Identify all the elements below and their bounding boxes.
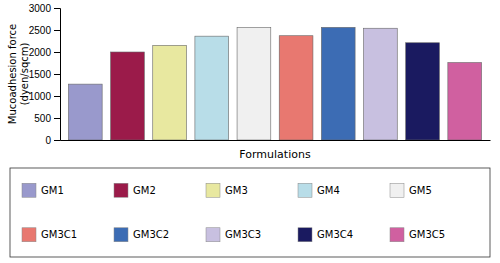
legend-item: GM3 <box>206 183 248 197</box>
legend-swatch <box>206 228 220 242</box>
y-tick: 2000 <box>29 47 60 58</box>
legend-label: GM3 <box>225 185 248 196</box>
y-tick-mark <box>54 8 60 9</box>
legend-swatch <box>22 228 36 242</box>
bars <box>68 27 481 140</box>
legend-item: GM3C3 <box>206 228 261 242</box>
y-tick-mark <box>54 74 60 75</box>
y-tick: 0 <box>45 135 60 146</box>
x-axis <box>61 140 491 141</box>
y-tick-label: 1000 <box>29 91 52 102</box>
legend-label: GM3C2 <box>133 229 169 240</box>
y-axis: 0 500 1000 1500 2000 2500 3000 <box>29 3 61 146</box>
y-tick: 1000 <box>29 91 60 102</box>
legend-label: GM4 <box>317 185 340 196</box>
chart: 0 500 1000 1500 2000 2500 3000 Mucoadhesion for… <box>0 0 500 263</box>
legend-label: GM3C4 <box>317 229 353 240</box>
bar <box>111 52 145 140</box>
legend-item: GM3C2 <box>114 228 169 242</box>
y-tick-label: 2500 <box>29 25 52 36</box>
bar <box>364 28 398 140</box>
legend-item: GM3C1 <box>22 228 77 242</box>
legend-label: GM5 <box>409 185 432 196</box>
legend-label: GM2 <box>133 185 156 196</box>
legend-label: GM3C1 <box>41 229 77 240</box>
bar <box>153 45 187 140</box>
legend-swatch <box>390 183 404 197</box>
y-tick-label: 1500 <box>29 69 52 80</box>
legend-swatch <box>114 228 128 242</box>
y-tick-label: 500 <box>34 113 51 124</box>
bar <box>68 84 102 140</box>
legend-swatch <box>390 228 404 242</box>
y-tick-label: 2000 <box>29 47 52 58</box>
legend-swatch <box>22 183 36 197</box>
y-tick: 2500 <box>29 25 60 36</box>
legend-item: GM3C4 <box>298 228 353 242</box>
y-tick-mark <box>54 30 60 31</box>
y-axis-title: Mucoadhesion force(dyen/sqcm) <box>7 24 30 124</box>
plot: 0 500 1000 1500 2000 2500 3000 <box>29 3 491 146</box>
legend-label: GM1 <box>41 185 64 196</box>
bar <box>279 36 313 140</box>
y-tick: 500 <box>34 113 60 124</box>
legend-label: GM3C5 <box>409 229 445 240</box>
legend-label: GM3C3 <box>225 229 261 240</box>
bar <box>195 36 229 140</box>
legend-item: GM4 <box>298 183 340 197</box>
bar <box>406 43 440 140</box>
y-tick-mark <box>54 140 60 141</box>
bar <box>237 27 271 140</box>
legend-item: GM1 <box>22 183 64 197</box>
y-axis-line <box>54 9 61 141</box>
x-axis-title: Formulations <box>239 148 311 161</box>
x-axis-line <box>61 140 491 141</box>
y-tick-label: 0 <box>45 135 51 146</box>
bar <box>448 63 482 140</box>
legend-swatch <box>206 183 220 197</box>
y-tick-mark <box>54 118 60 119</box>
legend-swatch <box>114 183 128 197</box>
legend-box <box>10 168 490 257</box>
y-tick-label: 3000 <box>29 3 52 14</box>
legend-swatch <box>298 183 312 197</box>
legend-swatch <box>298 228 312 242</box>
y-tick-mark <box>54 52 60 53</box>
y-tick: 3000 <box>29 3 60 14</box>
y-tick-mark <box>54 96 60 97</box>
y-tick: 1500 <box>29 69 60 80</box>
legend: GM1 GM2 GM3 GM4 GM5 GM3C1 GM3C2 GM3C3 GM3C4 GM3C5 <box>10 168 490 257</box>
legend-item: GM2 <box>114 183 156 197</box>
bar <box>321 27 355 140</box>
legend-item: GM5 <box>390 183 432 197</box>
legend-item: GM3C5 <box>390 228 445 242</box>
